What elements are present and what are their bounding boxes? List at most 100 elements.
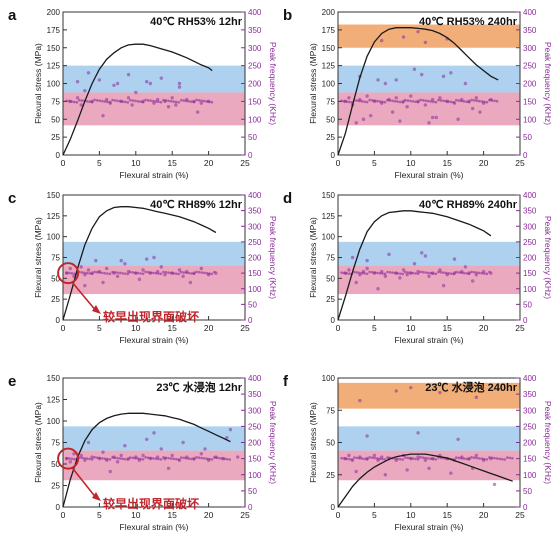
freq-point	[353, 456, 356, 459]
freq-point	[340, 99, 343, 103]
x-tick-label: 15	[442, 323, 452, 333]
x-tick-label: 5	[372, 323, 377, 333]
freq-point	[423, 458, 428, 462]
freq-point	[116, 99, 119, 103]
freq-point	[182, 271, 186, 274]
freq-point	[104, 97, 109, 102]
freq-point	[455, 270, 458, 274]
freq-band-blue	[338, 426, 520, 451]
freq-point	[444, 271, 448, 275]
y-left-tick-label: 125	[47, 212, 61, 221]
freq-point	[490, 99, 494, 102]
freq-point	[449, 100, 453, 104]
y-left-tick-label: 125	[322, 212, 336, 221]
freq-point	[421, 270, 425, 274]
y-left-tick-label: 200	[47, 8, 61, 17]
freq-point	[174, 100, 178, 104]
y-right-tick-label: 0	[523, 151, 528, 160]
chart-panel-b: 0 5 10 15 20 25025507510012515017520005010015…	[283, 7, 553, 180]
x-tick-label: 25	[515, 158, 525, 168]
freq-point	[118, 271, 122, 275]
freq-point	[123, 262, 127, 266]
freq-point	[365, 100, 369, 104]
freq-point	[441, 283, 446, 288]
freq-point	[228, 427, 233, 432]
freq-point	[434, 100, 438, 104]
y-left-axis-label: Flexural stress (MPa)	[308, 402, 318, 483]
stress-curve	[337, 27, 499, 156]
y-left-tick-label: 25	[51, 482, 60, 491]
freq-point	[101, 99, 104, 103]
freq-point	[85, 100, 89, 103]
freq-point	[185, 456, 188, 460]
freq-point	[370, 270, 374, 274]
freq-point	[180, 456, 183, 459]
freq-point	[80, 99, 84, 102]
freq-point	[347, 96, 351, 100]
freq-point	[423, 103, 428, 107]
freq-point	[396, 100, 399, 103]
freq-point	[94, 258, 98, 263]
freq-point	[145, 80, 149, 84]
freq-band-blue	[338, 65, 520, 93]
freq-point	[134, 99, 137, 103]
freq-point	[200, 271, 203, 274]
freq-point	[119, 258, 123, 263]
y-left-tick-label: 150	[47, 44, 61, 53]
freq-point	[386, 456, 389, 459]
panel-title: 40℃ RH89% 12hr	[150, 199, 243, 211]
freq-point	[416, 455, 420, 459]
freq-band-orange	[338, 382, 520, 409]
freq-point	[483, 457, 486, 461]
y-right-axis-label: Peak frequency (KHz)	[543, 216, 553, 299]
freq-point	[488, 98, 491, 102]
y-left-tick-label: 75	[51, 254, 60, 263]
freq-point	[113, 271, 117, 274]
freq-point	[215, 456, 219, 460]
freq-point	[474, 272, 479, 277]
freq-point	[365, 457, 369, 461]
freq-point	[447, 272, 450, 275]
freq-point	[342, 271, 346, 275]
freq-point	[404, 98, 407, 102]
freq-point	[358, 398, 362, 403]
freq-point	[106, 272, 109, 275]
freq-point	[101, 113, 105, 118]
freq-point	[121, 100, 124, 103]
y-right-tick-label: 0	[523, 316, 528, 325]
x-tick-label: 0	[61, 158, 66, 168]
freq-point	[121, 272, 124, 275]
y-right-tick-label: 400	[248, 374, 262, 383]
freq-point	[363, 457, 366, 461]
freq-point	[354, 121, 358, 125]
freq-point	[169, 99, 173, 103]
freq-point	[172, 272, 175, 275]
freq-point	[159, 272, 163, 276]
freq-point	[500, 457, 504, 461]
y-left-tick-label: 150	[47, 374, 61, 383]
y-right-tick-label: 350	[523, 207, 537, 216]
freq-point	[342, 457, 346, 460]
freq-point	[80, 271, 84, 274]
freq-point	[166, 466, 171, 470]
freq-point	[119, 453, 123, 458]
y-left-tick-label: 25	[326, 471, 335, 480]
freq-point	[423, 254, 428, 258]
freq-point	[203, 447, 207, 451]
stress-curve	[62, 412, 231, 508]
chart-panel-d: 0 5 10 15 20 25025507510012515005010015020025…	[283, 190, 553, 345]
y-right-tick-label: 50	[248, 300, 257, 309]
freq-point	[360, 271, 364, 275]
freq-point	[68, 266, 72, 271]
y-right-tick-label: 200	[523, 80, 537, 89]
freq-point	[79, 103, 83, 107]
freq-point	[195, 110, 200, 114]
freq-point	[432, 100, 435, 104]
panel-title: 40℃ RH89% 240hr	[419, 199, 518, 211]
y-right-tick-label: 350	[523, 26, 537, 35]
freq-point	[462, 100, 466, 103]
freq-point	[396, 272, 399, 275]
y-right-tick-label: 100	[523, 471, 537, 480]
freq-point	[470, 270, 473, 274]
